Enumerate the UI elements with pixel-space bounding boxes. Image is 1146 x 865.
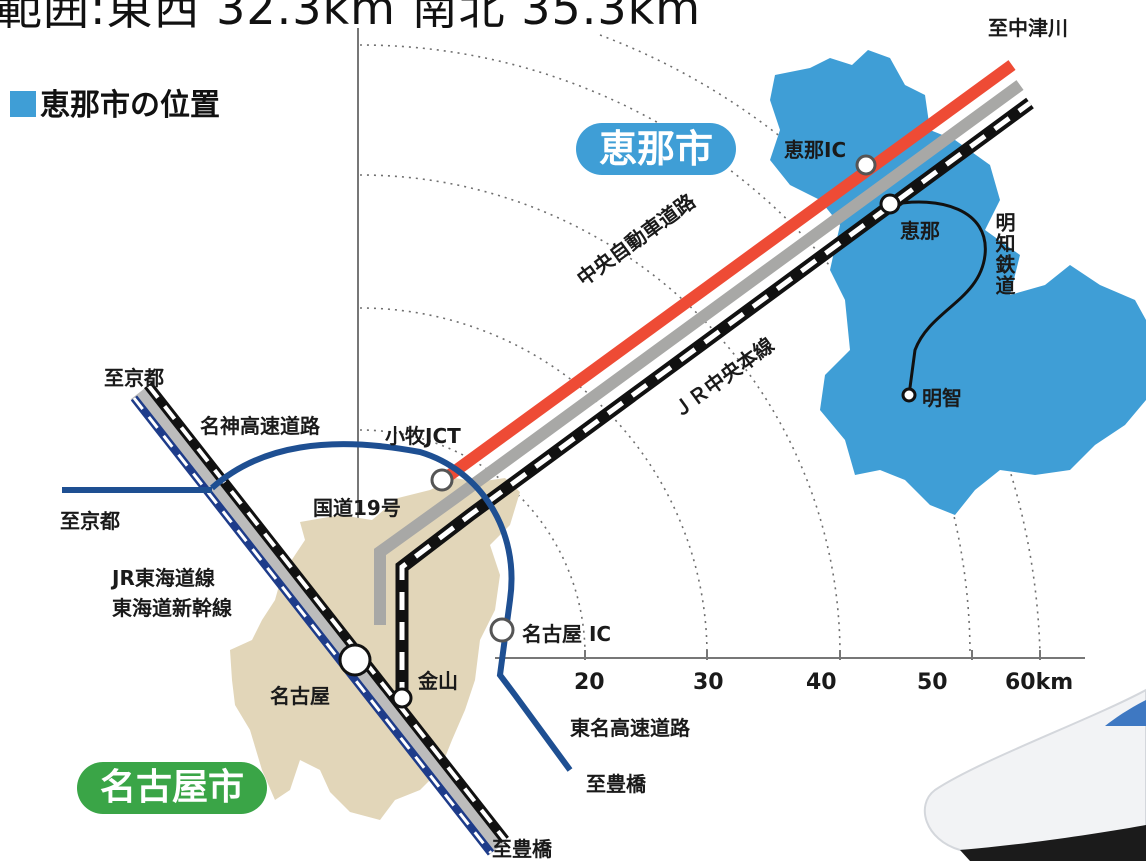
shinkansen-illustration: [923, 688, 1146, 863]
kanayama-label: 金山: [418, 669, 458, 693]
ena-station-label: 恵那: [900, 219, 940, 243]
kanayama-station-marker: [391, 687, 413, 709]
to-toyohashi-rail-label: 至豊橋: [492, 837, 552, 861]
route19-line: [374, 80, 1024, 625]
ena-ic-label: 恵那IC: [784, 138, 847, 162]
akechi-railway-label: 明知鉄道: [992, 212, 1016, 296]
meishin-label: 名神高速道路: [200, 414, 320, 438]
distance-label-20: 20: [574, 670, 605, 695]
ena-ic-marker: [855, 154, 877, 176]
nagoya-station-marker: [338, 643, 372, 677]
legend-label: 恵那市の位置: [40, 88, 220, 123]
distance-label-60km: 60km: [1005, 670, 1074, 695]
nagoya-station-label: 名古屋: [270, 684, 330, 708]
nagoya-ic-label: 名古屋 IC: [522, 622, 612, 646]
route19-label: 国道19号: [313, 496, 401, 520]
ena-city-area: [770, 50, 1146, 515]
komaki-jct-marker: [430, 468, 454, 492]
headline-range: 範囲:東西 32.3km 南北 35.3km: [0, 0, 702, 35]
akechi-station-marker: [901, 387, 917, 403]
akechi-railway-line: [889, 200, 987, 396]
jr-tokaido-label: JR東海道線: [112, 566, 215, 590]
distance-label-50: 50: [917, 670, 948, 695]
komaki-jct-label: 小牧JCT: [385, 424, 461, 448]
shinkansen-label: 東海道新幹線: [112, 596, 232, 620]
chuo-expressway-line: [439, 60, 1016, 485]
ena-city-badge: 恵那市: [576, 123, 736, 175]
tomei-label: 東名高速道路: [570, 716, 690, 740]
nagoya-city-area: [230, 478, 520, 820]
to-nakatsugawa-label: 至中津川: [988, 16, 1068, 40]
nagoya-ic-marker: [489, 617, 515, 643]
to-toyohashi-road-label: 至豊橋: [586, 772, 646, 796]
distance-label-40: 40: [806, 670, 837, 695]
distance-label-30: 30: [693, 670, 724, 695]
nagoya-city-badge: 名古屋市: [77, 762, 267, 814]
meishin-tomei-ring: [209, 441, 573, 772]
legend-swatch: [10, 91, 36, 117]
ena-station-marker: [879, 193, 901, 215]
akechi-station-label: 明智: [922, 386, 962, 410]
to-kyoto-road-label: 至京都: [60, 509, 120, 533]
to-kyoto-rail-label: 至京都: [104, 366, 164, 390]
distance-rings: [359, 34, 1041, 656]
legend: 恵那市の位置: [10, 80, 220, 124]
